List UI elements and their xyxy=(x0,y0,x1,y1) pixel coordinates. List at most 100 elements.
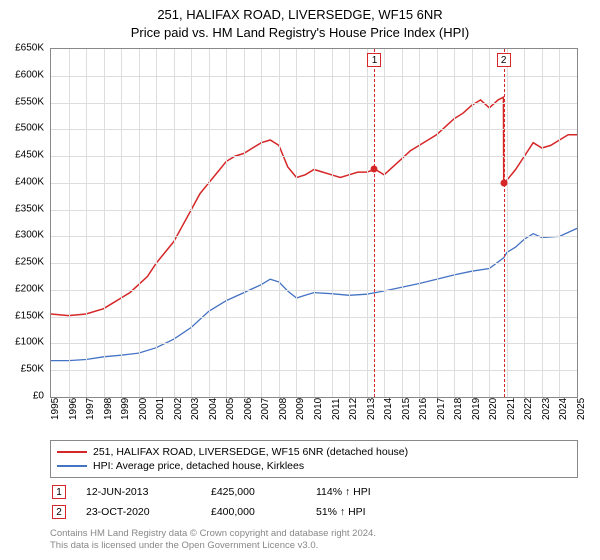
event-hpi: 114% ↑ HPI xyxy=(316,486,416,498)
y-tick-label: £350K xyxy=(15,203,44,214)
gridline-v xyxy=(104,49,105,397)
gridline-v xyxy=(349,49,350,397)
y-tick-label: £250K xyxy=(15,257,44,268)
gridline-v xyxy=(472,49,473,397)
event-marker-box: 1 xyxy=(367,53,381,67)
event-marker-line xyxy=(504,49,505,397)
y-tick-label: £550K xyxy=(15,96,44,107)
x-tick-label: 1997 xyxy=(85,398,96,420)
event-hpi: 51% ↑ HPI xyxy=(316,506,416,518)
y-tick-label: £0 xyxy=(33,391,44,402)
x-tick-label: 2000 xyxy=(138,398,149,420)
plot-area: 12 xyxy=(50,48,578,398)
legend-row: 251, HALIFAX ROAD, LIVERSEDGE, WF15 6NR … xyxy=(57,445,571,459)
gridline-v xyxy=(296,49,297,397)
x-tick-label: 2002 xyxy=(173,398,184,420)
event-marker-box: 2 xyxy=(497,53,511,67)
title-line-2: Price paid vs. HM Land Registry's House … xyxy=(0,24,600,42)
gridline-v xyxy=(121,49,122,397)
event-id-box: 2 xyxy=(52,505,66,519)
x-tick-label: 2006 xyxy=(243,398,254,420)
y-axis: £0£50K£100K£150K£200K£250K£300K£350K£400… xyxy=(0,48,48,398)
x-tick-label: 2001 xyxy=(155,398,166,420)
gridline-v xyxy=(139,49,140,397)
y-tick-label: £100K xyxy=(15,337,44,348)
x-tick-label: 2021 xyxy=(506,398,517,420)
footer: Contains HM Land Registry data © Crown c… xyxy=(50,528,578,552)
x-tick-label: 2022 xyxy=(523,398,534,420)
gridline-v xyxy=(174,49,175,397)
x-tick-label: 2023 xyxy=(541,398,552,420)
title-line-1: 251, HALIFAX ROAD, LIVERSEDGE, WF15 6NR xyxy=(0,6,600,24)
x-tick-label: 1999 xyxy=(120,398,131,420)
gridline-v xyxy=(226,49,227,397)
gridline-v xyxy=(402,49,403,397)
legend-label: HPI: Average price, detached house, Kirk… xyxy=(93,460,304,472)
gridline-v xyxy=(279,49,280,397)
footer-line-2: This data is licensed under the Open Gov… xyxy=(50,540,578,552)
gridline-v xyxy=(524,49,525,397)
x-tick-label: 2017 xyxy=(436,398,447,420)
x-tick-label: 2019 xyxy=(471,398,482,420)
x-tick-label: 2012 xyxy=(348,398,359,420)
gridline-v xyxy=(156,49,157,397)
gridline-v xyxy=(507,49,508,397)
x-tick-label: 2004 xyxy=(208,398,219,420)
legend: 251, HALIFAX ROAD, LIVERSEDGE, WF15 6NR … xyxy=(50,440,578,478)
footer-line-1: Contains HM Land Registry data © Crown c… xyxy=(50,528,578,540)
x-tick-label: 2025 xyxy=(576,398,587,420)
event-date: 12-JUN-2013 xyxy=(86,486,191,498)
gridline-v xyxy=(244,49,245,397)
gridline-v xyxy=(86,49,87,397)
x-tick-label: 2005 xyxy=(225,398,236,420)
event-row: 2 23-OCT-2020 £400,000 51% ↑ HPI xyxy=(50,502,578,522)
chart-container: 251, HALIFAX ROAD, LIVERSEDGE, WF15 6NR … xyxy=(0,0,600,560)
x-tick-label: 2016 xyxy=(418,398,429,420)
gridline-v xyxy=(559,49,560,397)
event-id-box: 1 xyxy=(52,485,66,499)
y-tick-label: £50K xyxy=(21,364,44,375)
event-row: 112-JUN-2013£425,000114% ↑ HPI xyxy=(50,482,578,502)
gridline-v xyxy=(542,49,543,397)
events-table: 112-JUN-2013£425,000114% ↑ HPI223-OCT-20… xyxy=(50,482,578,522)
x-tick-label: 1996 xyxy=(68,398,79,420)
gridline-v xyxy=(489,49,490,397)
x-tick-label: 2018 xyxy=(453,398,464,420)
gridline-v xyxy=(384,49,385,397)
y-tick-label: £150K xyxy=(15,310,44,321)
x-axis: 1995 1996 1997 1998 1999 2000 2001 2002 2003 2004… xyxy=(50,398,578,438)
y-tick-label: £650K xyxy=(15,43,44,54)
event-marker-line xyxy=(374,49,375,397)
gridline-v xyxy=(419,49,420,397)
gridline-v xyxy=(191,49,192,397)
x-tick-label: 1995 xyxy=(50,398,61,420)
gridline-v xyxy=(367,49,368,397)
event-date: 23-OCT-2020 xyxy=(86,506,191,518)
x-tick-label: 2009 xyxy=(295,398,306,420)
x-tick-label: 2015 xyxy=(401,398,412,420)
legend-swatch xyxy=(57,465,87,467)
x-tick-label: 2010 xyxy=(313,398,324,420)
gridline-v xyxy=(454,49,455,397)
gridline-v xyxy=(261,49,262,397)
gridline-v xyxy=(314,49,315,397)
x-tick-label: 2007 xyxy=(260,398,271,420)
x-tick-label: 2024 xyxy=(558,398,569,420)
gridline-v xyxy=(209,49,210,397)
x-tick-label: 2008 xyxy=(278,398,289,420)
y-tick-label: £400K xyxy=(15,176,44,187)
chart-title: 251, HALIFAX ROAD, LIVERSEDGE, WF15 6NR … xyxy=(0,0,600,41)
event-price: £400,000 xyxy=(211,506,296,518)
legend-row: HPI: Average price, detached house, Kirk… xyxy=(57,459,571,473)
y-tick-label: £200K xyxy=(15,283,44,294)
event-marker-dot xyxy=(500,179,507,186)
y-tick-label: £500K xyxy=(15,123,44,134)
legend-swatch xyxy=(57,451,87,453)
y-tick-label: £450K xyxy=(15,150,44,161)
y-tick-label: £600K xyxy=(15,69,44,80)
x-tick-label: 1998 xyxy=(103,398,114,420)
x-tick-label: 2020 xyxy=(488,398,499,420)
gridline-v xyxy=(332,49,333,397)
x-tick-label: 2014 xyxy=(383,398,394,420)
x-tick-label: 2003 xyxy=(190,398,201,420)
